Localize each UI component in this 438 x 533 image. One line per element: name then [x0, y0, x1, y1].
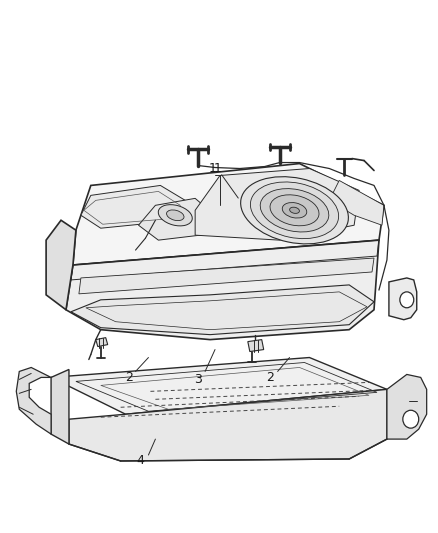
Text: 3: 3	[194, 373, 202, 386]
Polygon shape	[195, 168, 359, 240]
Ellipse shape	[282, 203, 307, 218]
Polygon shape	[387, 375, 427, 439]
Polygon shape	[73, 164, 384, 265]
Polygon shape	[71, 285, 374, 335]
Text: 2: 2	[125, 371, 133, 384]
Polygon shape	[79, 258, 374, 294]
Ellipse shape	[260, 189, 329, 232]
Text: 1: 1	[214, 162, 222, 175]
Polygon shape	[96, 337, 108, 346]
Ellipse shape	[251, 182, 339, 239]
Ellipse shape	[403, 410, 419, 428]
Ellipse shape	[290, 207, 300, 213]
Polygon shape	[138, 198, 215, 240]
Polygon shape	[389, 278, 417, 320]
Polygon shape	[329, 181, 384, 225]
Text: 4: 4	[137, 455, 145, 467]
Polygon shape	[51, 369, 69, 444]
Ellipse shape	[270, 195, 319, 226]
Polygon shape	[16, 367, 51, 434]
Polygon shape	[51, 358, 387, 414]
Text: 2: 2	[266, 371, 274, 384]
Ellipse shape	[158, 205, 192, 226]
Polygon shape	[81, 185, 185, 228]
Ellipse shape	[240, 176, 348, 244]
Text: 1: 1	[209, 162, 217, 175]
Ellipse shape	[166, 210, 184, 221]
Polygon shape	[46, 220, 76, 310]
Polygon shape	[66, 240, 379, 340]
Polygon shape	[248, 340, 264, 352]
Polygon shape	[69, 389, 387, 461]
Ellipse shape	[400, 292, 414, 308]
